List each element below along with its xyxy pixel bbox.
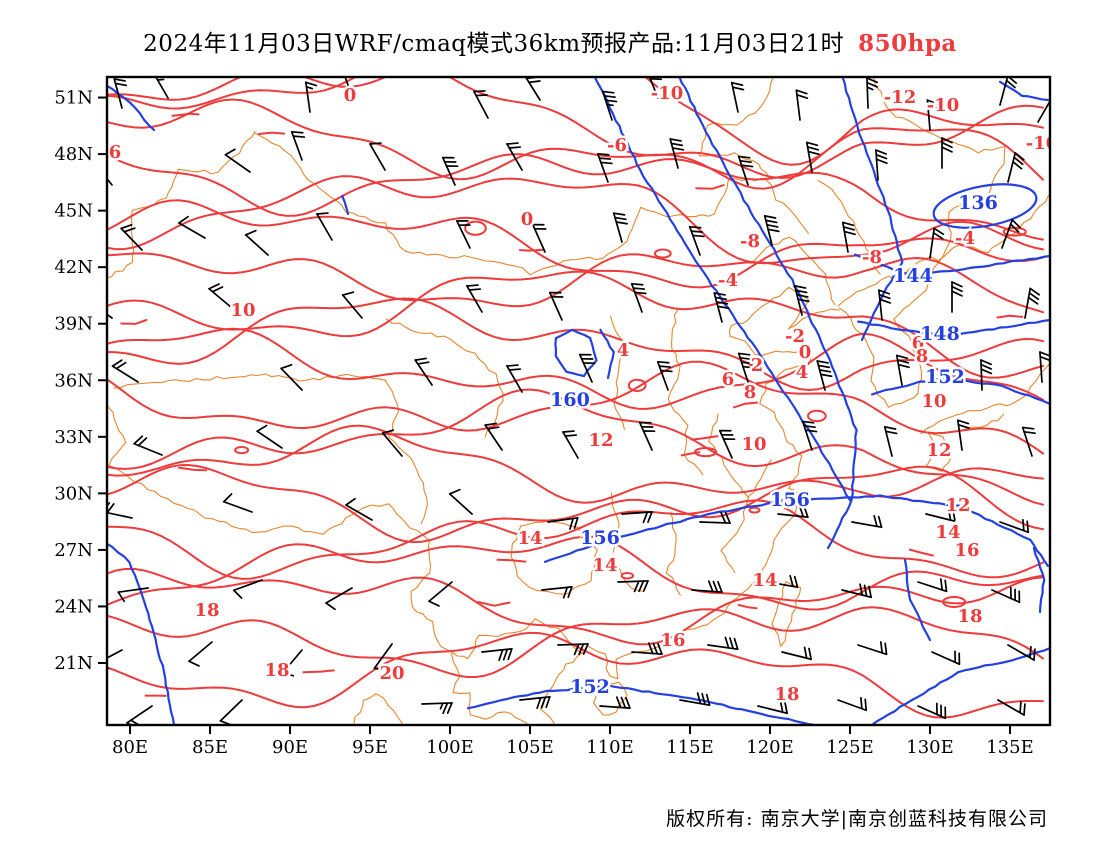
lon-tick-label: 110E [586,737,634,758]
wind-barbs [107,77,1050,725]
temp-contour-label: 8 [744,382,757,403]
title-level-text: 850hpa [858,30,957,57]
temp-contour-label: 10 [230,300,255,321]
height-contour-label: 136 [958,192,998,214]
axes: 51N 48N 45N 42N 39N 36N 33N 30N 27N 24N 21N 80E 85E 9… [54,88,1033,758]
lat-tick-label: 24N [54,596,93,617]
temp-contour-label: 6 [722,369,735,390]
lon-tick-label: 85E [192,737,228,758]
temp-contour-label: -8 [862,247,882,268]
height-contour-label: 148 [920,323,960,345]
temp-contour-label: 4 [796,362,809,383]
temp-contour-label: 14 [517,528,542,549]
lat-tick-label: 45N [54,201,93,222]
lat-tick-label: 51N [54,88,93,109]
height-contour-label: 156 [580,527,620,549]
copyright-text: 版权所有: 南京大学|南京创蓝科技有限公司 [666,808,1048,830]
temp-contour-label: 12 [926,440,951,461]
lon-tick-label: 105E [506,737,554,758]
temp-contour-label: -8 [740,231,760,252]
lon-tick-label: 100E [426,737,474,758]
temp-contour-label: 18 [957,606,982,627]
temp-contour-label: -10 [651,83,684,104]
height-contours [107,77,1050,725]
lat-tick-label: 33N [54,427,93,448]
lat-tick-label: 39N [54,314,93,335]
temp-contour-label: 16 [954,540,979,561]
temperature-contours [107,77,1044,719]
temp-contour-label: 0 [521,209,534,230]
lat-tick-label: 36N [54,370,93,391]
lat-tick-label: 21N [54,653,93,674]
lat-tick-label: 42N [54,257,93,278]
temp-contour-label: 16 [660,630,685,651]
lon-tick-label: 135E [986,737,1034,758]
chart-title: 2024年11月03日WRF/cmaq模式36km预报产品:11月03日21时 8… [0,24,1100,58]
closed-low-136 [932,183,1038,229]
temp-contour-label: -6 [607,135,627,156]
temp-contour-label: 14 [592,555,617,576]
height-contour-label: 152 [925,366,965,388]
lat-tick-label: 27N [54,540,93,561]
height-contour-label: 152 [570,676,610,698]
temp-contour-label: 8 [916,346,929,367]
temp-contour-label: 0 [344,85,357,106]
temp-contour-label: 20 [379,663,404,684]
title-main-text: 2024年11月03日WRF/cmaq模式36km预报产品:11月03日21时 [143,31,845,57]
lon-tick-label: 90E [272,737,308,758]
temp-contour-label: -12 [884,87,917,108]
temp-contour-label: 18 [774,684,799,705]
height-contour-label: 156 [770,489,810,511]
temp-contour-label: -10 [927,95,960,116]
lat-tick-label: 30N [54,483,93,504]
temp-contour-label: 6 [912,333,925,354]
temp-contour-label: -10 [1026,133,1059,154]
lon-tick-label: 95E [352,737,388,758]
temp-contour-label: 10 [921,391,946,412]
temp-contour-label: 14 [752,570,777,591]
temp-contour-label: 6 [109,142,122,163]
temp-contour-label: 2 [751,355,764,376]
lon-tick-label: 115E [666,737,714,758]
map-frame [105,75,1052,727]
temp-contour-label: 12 [945,495,970,516]
temp-contour-label: 18 [194,600,219,621]
temp-contour-label: -2 [785,326,805,347]
lat-tick-label: 48N [54,144,93,165]
height-contour-label: 160 [550,389,590,411]
temp-contour-label: 18 [264,660,289,681]
temp-contour-label: 0 [799,342,812,363]
temp-contour-label: 12 [588,430,613,451]
temp-contour-label: 4 [617,340,630,361]
temp-contour-label: 14 [935,522,960,543]
lon-tick-label: 80E [112,737,148,758]
lon-tick-label: 120E [746,737,794,758]
temp-contour-label: -4 [718,270,738,291]
lon-tick-label: 130E [906,737,954,758]
temp-contour-label: 10 [741,434,766,455]
height-contour-label: 144 [893,265,933,287]
lon-tick-label: 125E [826,737,874,758]
temp-contour-label: -4 [955,228,975,249]
